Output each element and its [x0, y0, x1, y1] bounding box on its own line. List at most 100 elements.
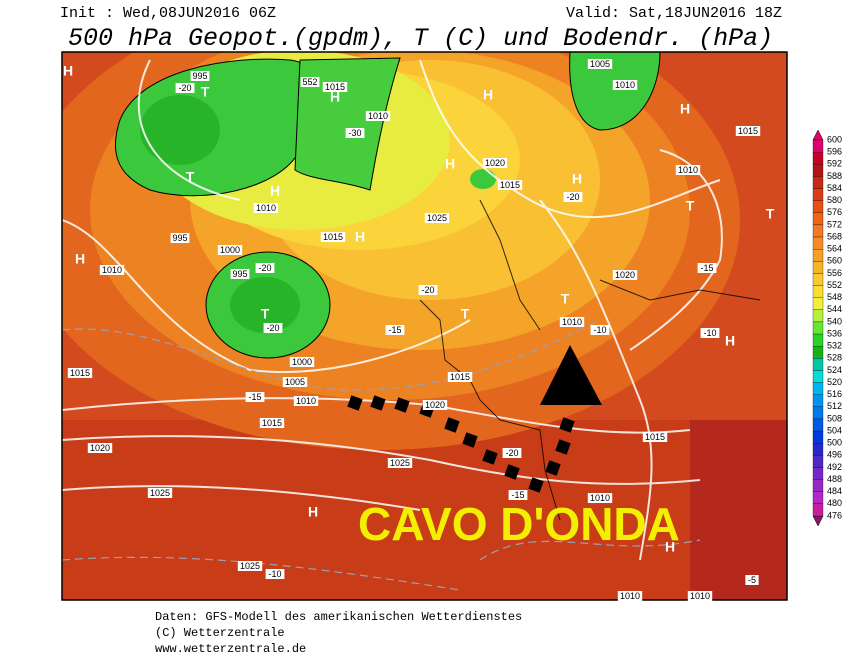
label-box [293, 396, 319, 406]
label-box [170, 233, 190, 243]
label-box [447, 372, 473, 382]
label-box [190, 71, 210, 81]
contour-label: 995 [232, 269, 247, 279]
contour-label: 552 [302, 77, 317, 87]
label-box [745, 575, 759, 585]
trough-dot [504, 464, 520, 480]
pressure-center: H [725, 333, 735, 349]
colorbar-arrow [812, 129, 824, 141]
colorbar-label: 528 [827, 353, 842, 363]
contour-label: 995 [172, 233, 187, 243]
colorbar-swatch [812, 164, 824, 177]
label-box [263, 323, 283, 333]
colorbar-label: 484 [827, 486, 842, 496]
colorbar-arrow [812, 515, 824, 527]
trough-dot [347, 395, 363, 411]
contour-label: 1025 [427, 213, 447, 223]
contour-label: -10 [593, 325, 606, 335]
label-box [735, 126, 761, 136]
colorbar-swatch [812, 285, 824, 298]
colorbar-label: 588 [827, 171, 842, 181]
label-box [612, 80, 638, 90]
label-box [700, 328, 720, 338]
trough-dot [394, 397, 410, 413]
ridge-triangle [540, 345, 602, 405]
label-box [322, 82, 348, 92]
label-box [687, 591, 713, 601]
colorbar-label: 536 [827, 328, 842, 338]
colorbar-swatch [812, 406, 824, 420]
colorbar-swatch [812, 249, 824, 262]
contour-label: -20 [505, 448, 518, 458]
colorbar-swatch [812, 346, 824, 359]
pressure-center: T [766, 206, 775, 222]
colorbar-label: 576 [827, 207, 842, 217]
label-box [422, 400, 448, 410]
colorbar-swatch [812, 309, 824, 323]
colorbar-swatch [812, 212, 824, 226]
label-box [67, 368, 93, 378]
contour-label: 1010 [368, 111, 388, 121]
label-box [563, 192, 583, 202]
trough-dot [528, 477, 544, 493]
pressure-center: H [63, 63, 73, 79]
trough-dot [370, 395, 386, 411]
pressure-center: T [261, 306, 270, 322]
trough-dot [559, 417, 575, 433]
label-box [587, 493, 613, 503]
label-box [508, 490, 528, 500]
colorbar-label: 504 [827, 425, 842, 435]
colorbar-swatch [812, 236, 824, 250]
colorbar-label: 584 [827, 183, 842, 193]
colorbar-swatch [812, 224, 824, 238]
colorbar-swatch [812, 273, 824, 286]
label-box [99, 265, 125, 275]
contour-label: 1025 [390, 458, 410, 468]
contour-label: 1025 [150, 488, 170, 498]
contour-label: 1010 [615, 80, 635, 90]
label-box [482, 158, 508, 168]
init-time: Init : Wed,08JUN2016 06Z [60, 5, 276, 22]
contour-label: 1010 [562, 317, 582, 327]
contour-label: 1015 [738, 126, 758, 136]
pressure-center: H [445, 156, 455, 172]
colorbar-label: 568 [827, 231, 842, 241]
contour-label: 1020 [90, 443, 110, 453]
map-frame [61, 51, 788, 601]
label-box [300, 77, 320, 87]
colorbar-label: 592 [827, 159, 842, 169]
contour-label: -5 [748, 575, 756, 585]
colorbar-swatch [812, 418, 824, 432]
label-box [320, 232, 346, 242]
trough-dot [444, 417, 460, 433]
colorbar-swatch [812, 261, 824, 274]
colorbar-swatch [812, 467, 824, 480]
label-box [617, 591, 643, 601]
label-box [502, 448, 522, 458]
trough-dots [347, 395, 575, 493]
colorbar-label: 548 [827, 292, 842, 302]
contour-label: 1015 [500, 180, 520, 190]
contour-label: 1010 [256, 203, 276, 213]
colorbar-label: 540 [827, 316, 842, 326]
label-box [612, 270, 638, 280]
label-box [387, 458, 413, 468]
label-box [253, 203, 279, 213]
colorbar-label: 508 [827, 413, 842, 423]
pressure-center: T [461, 306, 470, 322]
label-box [345, 128, 365, 138]
pressure-center: H [680, 101, 690, 117]
colorbar-swatch [812, 491, 824, 505]
label-box [385, 325, 405, 335]
contour-label: -10 [268, 569, 281, 579]
label-box [424, 213, 450, 223]
colorbar-swatch [812, 430, 824, 444]
colorbar-swatch [812, 297, 824, 310]
contour-label: -15 [248, 392, 261, 402]
contour-label: -20 [566, 192, 579, 202]
pressure-center: H [572, 171, 582, 187]
label-box [147, 488, 173, 498]
contour-label: -20 [421, 285, 434, 295]
colorbar: 600 596 592 588 584 580 576 572 568 564 560 556 552 5… [812, 129, 842, 527]
